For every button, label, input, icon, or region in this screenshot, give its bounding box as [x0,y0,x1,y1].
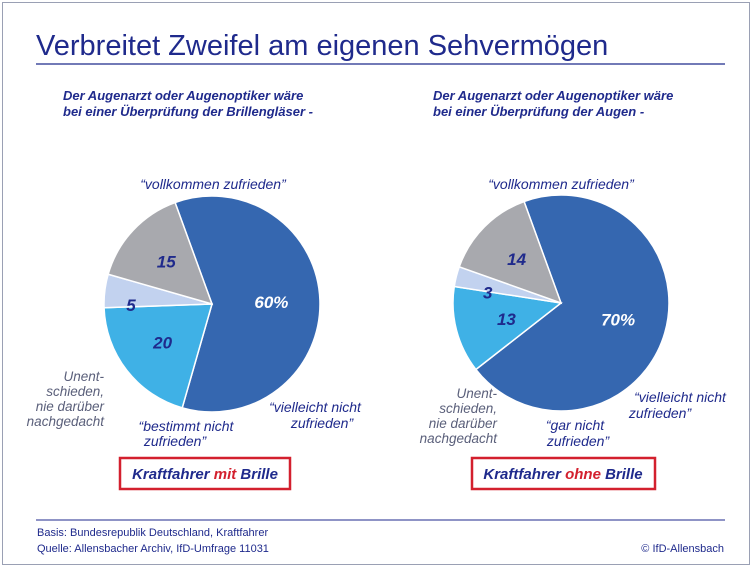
footer-basis: Basis: Bundesrepublik Deutschland, Kraft… [37,527,268,539]
right-label-unent-line4: nachgedacht [420,431,499,446]
right-label-unent-line1: Unent- [456,386,497,401]
left-subtitle-line1: Der Augenarzt oder Augenoptiker wäre [63,88,303,103]
right-label-vielleicht-line2: zufrieden” [628,405,693,421]
right-value-label-3: 3 [483,284,493,303]
left-label-bestimmt-line1: “bestimmt nicht [139,418,235,434]
right-badge-text: Kraftfahrer ohne Brille [483,466,642,483]
right-label-gar-line2: zufrieden” [546,433,611,449]
right-pie-slice-2 [452,285,563,371]
chart-title: Verbreitet Zweifel am eigenen Sehvermöge… [36,30,608,62]
right-badge-box [470,456,657,491]
left-value-label-1: 60% [254,293,288,312]
right-pie-slice-4 [458,200,563,305]
right-badge-post: Brille [601,466,643,483]
right-label-unent-line3: nie darüber [429,416,498,431]
left-label-unent-line1: Unent- [63,369,104,384]
left-badge-pre: Kraftfahrer [132,466,214,483]
right-label-vielleicht-line1: “vielleicht nicht [634,389,727,405]
left-value-label-4: 15 [157,252,176,271]
right-value-label-4: 14 [507,250,526,269]
left-pie-slice-4 [107,201,214,306]
left-label-unent-line2: schieden, [46,384,104,399]
right-subtitle-line1: Der Augenarzt oder Augenoptiker wäre [433,88,673,103]
left-label-vielleicht-line2: zufrieden” [290,415,355,431]
right-badge-highlight: ohne [565,466,601,483]
left-badge-post: Brille [236,466,278,483]
pie-chart-left: 60% 20 5 15 [103,195,321,413]
left-label-bestimmt-line2: zufrieden” [143,433,208,449]
right-badge-pre: Kraftfahrer [483,466,565,483]
left-value-label-3: 5 [126,296,136,315]
left-label-vollkommen: “vollkommen zufrieden” [140,176,287,192]
left-badge-text: Kraftfahrer mit Brille [132,466,278,483]
right-label-unent-line2: schieden, [439,401,497,416]
left-label-unent-line4: nachgedacht [27,414,106,429]
left-pie-slice-1 [174,195,321,413]
right-subtitle-line2: bei einer Überprüfung der Augen - [433,104,644,119]
left-value-label-2: 20 [152,334,172,353]
right-value-label-1: 70% [601,310,635,329]
right-label-vollkommen: “vollkommen zufrieden” [488,176,635,192]
left-badge-box [118,456,292,491]
footer-quelle: Quelle: Allensbacher Archiv, IfD-Umfrage… [37,543,269,555]
left-badge-highlight: mit [214,466,238,483]
left-pie-slice-2 [103,303,214,409]
right-label-gar-line1: “gar nicht [546,417,605,433]
footer-copyright: © IfD-Allensbach [641,543,724,555]
left-subtitle-line2: bei einer Überprüfung der Brillengläser … [63,104,313,119]
right-pie-slice-1 [474,194,670,412]
left-label-vielleicht-line1: “vielleicht nicht [269,399,362,415]
pie-chart-right: 70% 133 14 [452,194,670,412]
left-label-unent-line3: nie darüber [36,399,105,414]
right-value-label-2: 13 [497,310,516,329]
